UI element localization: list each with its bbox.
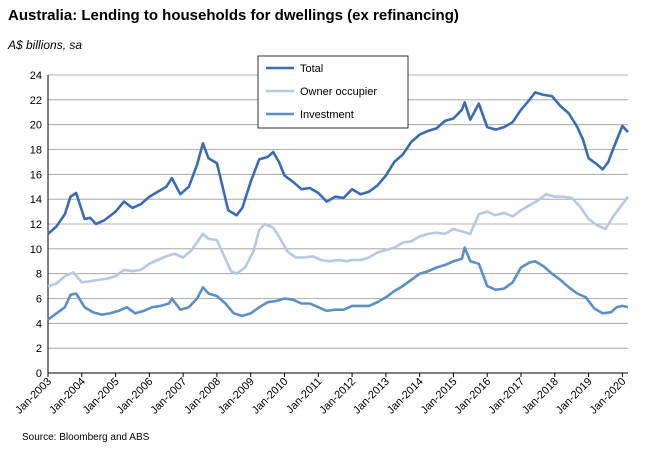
- x-tick-label: Jan-2010: [250, 376, 291, 417]
- y-tick-label: 14: [30, 194, 42, 206]
- x-axis: Jan-2003Jan-2004Jan-2005Jan-2006Jan-2007…: [13, 373, 628, 417]
- y-tick-label: 24: [30, 70, 42, 82]
- series-line-investment: [47, 246, 629, 321]
- y-tick-label: 18: [30, 145, 42, 157]
- y-tick-label: 16: [30, 169, 42, 181]
- legend: Total Owner occupier Investment: [257, 55, 409, 129]
- y-tick-label: 6: [36, 294, 42, 306]
- y-tick-label: 12: [30, 219, 42, 231]
- chart-title: Australia: Lending to households for dwe…: [8, 7, 459, 24]
- series-line-total: [47, 91, 629, 235]
- gridlines: [48, 74, 628, 374]
- series-line-owner-occupier: [47, 192, 630, 288]
- source-note: Source: Bloomberg and ABS: [22, 432, 150, 443]
- y-tick-label: 4: [36, 318, 42, 330]
- y-tick-label: 8: [36, 269, 42, 281]
- y-axis-unit-label: A$ billions, sa: [8, 38, 83, 52]
- legend-entry: Owner occupier: [300, 86, 377, 98]
- y-tick-label: 22: [30, 95, 42, 107]
- y-tick-label: 20: [30, 120, 42, 132]
- y-tick-label: 2: [36, 343, 42, 355]
- x-tick-label: Jan-2020: [588, 376, 629, 417]
- series-lines: [47, 91, 630, 321]
- legend-entry: Total: [300, 63, 323, 75]
- y-tick-label: 0: [36, 368, 42, 380]
- legend-entry: Investment: [300, 109, 354, 121]
- y-tick-label: 10: [30, 244, 42, 256]
